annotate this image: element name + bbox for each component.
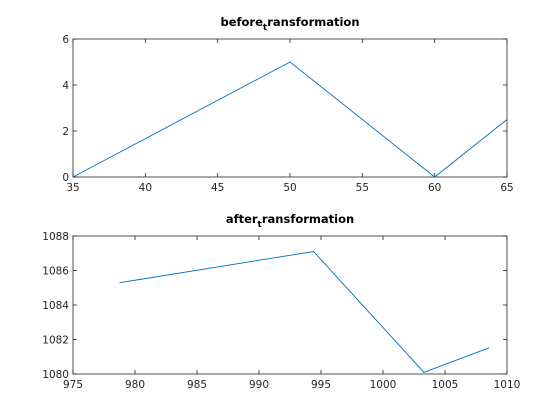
chart-title-sub: t: [263, 23, 268, 33]
x-tick-label: 60: [428, 182, 441, 194]
series-line: [120, 251, 489, 373]
x-tick-label: 50: [283, 182, 296, 194]
data-point: [487, 347, 489, 349]
chart-title-main: before: [220, 15, 263, 29]
axes-box: [72, 38, 508, 178]
y-tick-label: 1088: [42, 231, 69, 243]
y-tick-label: 1084: [42, 300, 69, 312]
x-tick-label: 1005: [432, 379, 459, 391]
x-tick-label: 55: [356, 182, 369, 194]
subplot-after: aftertransformation 975 980 985 990 995 1000 10…: [42, 212, 520, 391]
y-tick-label: 2: [62, 126, 69, 138]
y-tick-label: 4: [62, 80, 69, 92]
data-point: [312, 250, 315, 253]
y-tick-label: 0: [62, 172, 69, 184]
y-tick-label: 1080: [42, 369, 69, 381]
x-tick-label: 35: [66, 182, 79, 194]
x-tick-label: 65: [500, 182, 513, 194]
y-tick-label: 1086: [42, 266, 69, 278]
data-point: [289, 61, 291, 63]
chart-title-sub: t: [258, 220, 263, 230]
chart-title: aftertransformation: [226, 212, 354, 230]
data-point: [72, 176, 74, 178]
x-tick-label: 40: [139, 182, 152, 194]
x-tick-label: 1000: [370, 379, 397, 391]
x-tick-label: 980: [125, 379, 145, 391]
x-tick-label: 975: [63, 379, 83, 391]
x-tick-label: 985: [187, 379, 207, 391]
series-line: [72, 61, 508, 178]
chart-title-rest: ransformation: [267, 15, 359, 29]
data-point: [434, 176, 436, 178]
x-tick-label: 990: [249, 379, 269, 391]
x-tick-label: 995: [311, 379, 331, 391]
data-point: [423, 371, 425, 373]
axes-box: [72, 235, 508, 375]
data-point: [506, 118, 508, 121]
chart-title: beforetransformation: [220, 15, 359, 33]
y-tick-label: 6: [62, 34, 69, 46]
y-tick-label: 1082: [42, 335, 69, 347]
chart-title-main: after: [226, 212, 258, 226]
x-tick-label: 1010: [494, 379, 521, 391]
subplot-before: beforetransformation 35 40 45 50 55 60 65 0 2 4 6: [62, 15, 513, 194]
x-tick-label: 45: [211, 182, 224, 194]
data-point: [119, 281, 121, 284]
chart-title-rest: ransformation: [262, 212, 354, 226]
